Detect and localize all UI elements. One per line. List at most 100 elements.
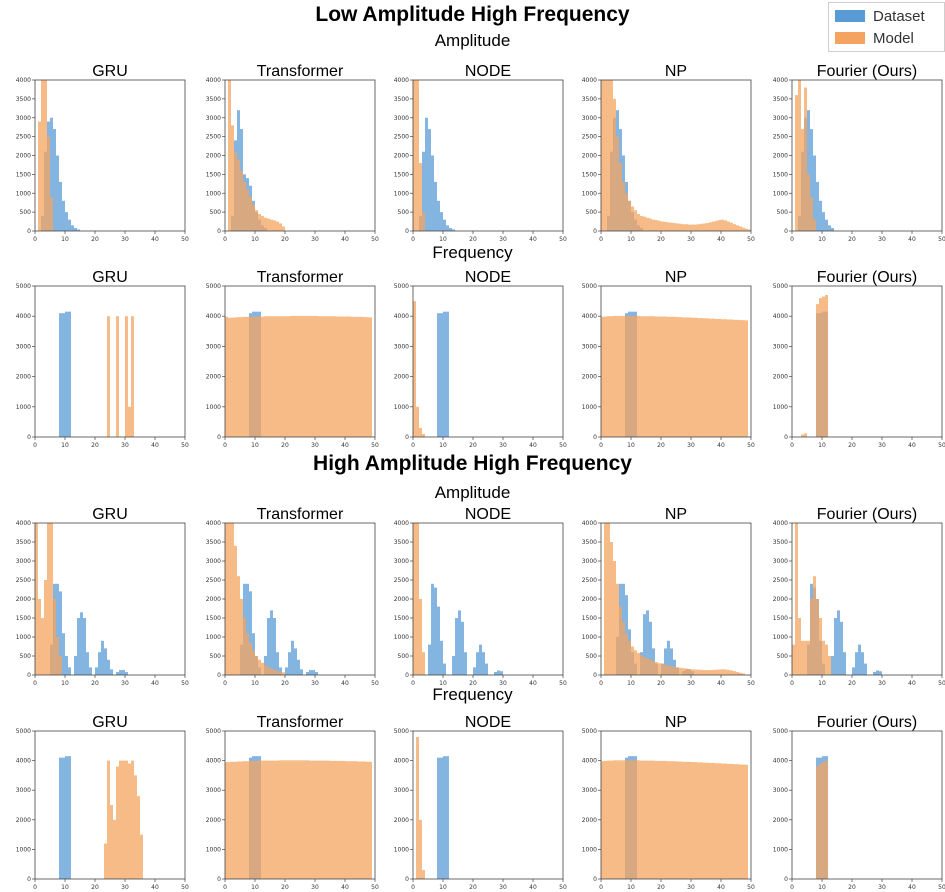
histogram-bar bbox=[261, 662, 264, 675]
x-tick-label: 30 bbox=[499, 236, 507, 243]
y-tick-label: 4000 bbox=[16, 77, 31, 84]
y-tick-label: 1000 bbox=[773, 190, 788, 197]
histogram-bar bbox=[670, 666, 673, 675]
histogram-bar bbox=[724, 319, 727, 437]
histogram-bar bbox=[294, 760, 297, 879]
histogram-bar bbox=[56, 637, 59, 675]
histogram-bar bbox=[116, 766, 119, 879]
histogram-bar bbox=[282, 760, 285, 879]
histogram-bar bbox=[664, 664, 667, 675]
y-tick-label: 1500 bbox=[773, 615, 788, 622]
histogram-bar bbox=[125, 316, 128, 437]
axes-frame bbox=[791, 730, 943, 880]
histogram-bar bbox=[446, 756, 449, 879]
histogram-bar bbox=[366, 761, 369, 879]
histogram-bar bbox=[739, 672, 742, 675]
chart-title: Fourier (Ours) bbox=[817, 269, 917, 286]
histogram-bar bbox=[270, 219, 273, 231]
histogram-bar bbox=[300, 760, 303, 879]
y-tick-label: 4000 bbox=[582, 758, 597, 765]
histogram-bar bbox=[643, 216, 646, 231]
x-tick-label: 0 bbox=[223, 442, 227, 449]
x-tick-label: 50 bbox=[371, 680, 379, 687]
histogram-bar bbox=[691, 669, 694, 675]
histogram-bar bbox=[807, 110, 810, 231]
histogram-bar bbox=[291, 640, 294, 675]
histogram-bar bbox=[110, 669, 113, 675]
y-tick-label: 1000 bbox=[206, 190, 221, 197]
histogram-bar bbox=[813, 155, 816, 231]
y-tick-label: 2500 bbox=[773, 134, 788, 141]
histogram-bar bbox=[816, 181, 819, 231]
y-tick-label: 3500 bbox=[773, 539, 788, 546]
histogram-bar bbox=[807, 640, 810, 675]
y-tick-label: 500 bbox=[586, 209, 598, 216]
histogram-bar bbox=[721, 219, 724, 231]
histogram-bar bbox=[709, 318, 712, 437]
x-tick-label: 50 bbox=[938, 442, 945, 449]
histogram-bar bbox=[71, 225, 74, 231]
x-tick-label: 0 bbox=[411, 236, 415, 243]
histogram-bar bbox=[703, 670, 706, 675]
y-tick-label: 5000 bbox=[206, 728, 221, 735]
histogram-bar bbox=[53, 599, 56, 675]
y-tick-label: 4000 bbox=[773, 77, 788, 84]
chart-title: Transformer bbox=[257, 714, 344, 731]
histogram-bar bbox=[431, 583, 434, 675]
histogram-bar bbox=[485, 663, 488, 675]
x-tick-label: 40 bbox=[341, 884, 349, 891]
histogram-bar bbox=[50, 197, 53, 231]
histogram-bar bbox=[640, 215, 643, 231]
x-tick-label: 10 bbox=[61, 680, 69, 687]
histogram-bar bbox=[655, 662, 658, 675]
histogram-bar bbox=[649, 316, 652, 437]
histogram-bar bbox=[634, 315, 637, 437]
histogram-bar bbox=[658, 220, 661, 231]
y-tick-label: 3000 bbox=[582, 343, 597, 350]
histogram-bar bbox=[107, 760, 110, 879]
histogram-bar bbox=[831, 656, 834, 675]
y-tick-label: 5000 bbox=[773, 728, 788, 735]
y-tick-label: 1000 bbox=[394, 846, 409, 853]
x-tick-label: 0 bbox=[790, 236, 794, 243]
histogram-bar bbox=[625, 193, 628, 231]
y-tick-label: 1500 bbox=[394, 615, 409, 622]
histogram-bar bbox=[297, 659, 300, 675]
histogram-bar bbox=[234, 151, 237, 231]
histogram-bar bbox=[330, 760, 333, 879]
x-tick-label: 30 bbox=[311, 442, 319, 449]
y-tick-label: 0 bbox=[217, 876, 221, 883]
histogram-bar bbox=[443, 311, 446, 437]
axes-frame bbox=[412, 730, 564, 880]
histogram-bar bbox=[819, 200, 822, 231]
x-tick-label: 30 bbox=[687, 442, 695, 449]
x-tick-label: 0 bbox=[223, 236, 227, 243]
y-tick-label: 1500 bbox=[206, 615, 221, 622]
histogram-bar bbox=[646, 760, 649, 879]
histogram-bar bbox=[721, 763, 724, 879]
x-tick-label: 20 bbox=[91, 442, 99, 449]
histogram-bar bbox=[816, 599, 819, 675]
histogram-bar bbox=[724, 763, 727, 879]
histogram-bar bbox=[437, 606, 440, 675]
histogram-bar bbox=[270, 610, 273, 675]
histogram-bar bbox=[348, 761, 351, 879]
histogram-bar bbox=[616, 136, 619, 231]
y-tick-label: 1000 bbox=[394, 634, 409, 641]
histogram-bar bbox=[53, 129, 56, 231]
histogram-bar bbox=[249, 316, 252, 437]
histogram-bar bbox=[437, 313, 440, 437]
histogram-bar bbox=[643, 614, 646, 675]
y-tick-label: 0 bbox=[27, 876, 31, 883]
histogram-bar bbox=[264, 760, 267, 879]
y-tick-label: 3000 bbox=[206, 115, 221, 122]
y-tick-label: 4000 bbox=[16, 313, 31, 320]
histogram-bar bbox=[101, 640, 104, 675]
y-tick-label: 3500 bbox=[206, 539, 221, 546]
histogram-bar bbox=[748, 229, 751, 231]
y-tick-label: 1500 bbox=[206, 171, 221, 178]
y-tick-label: 4000 bbox=[206, 758, 221, 765]
histogram-bar bbox=[652, 316, 655, 437]
histogram-bar bbox=[610, 316, 613, 437]
